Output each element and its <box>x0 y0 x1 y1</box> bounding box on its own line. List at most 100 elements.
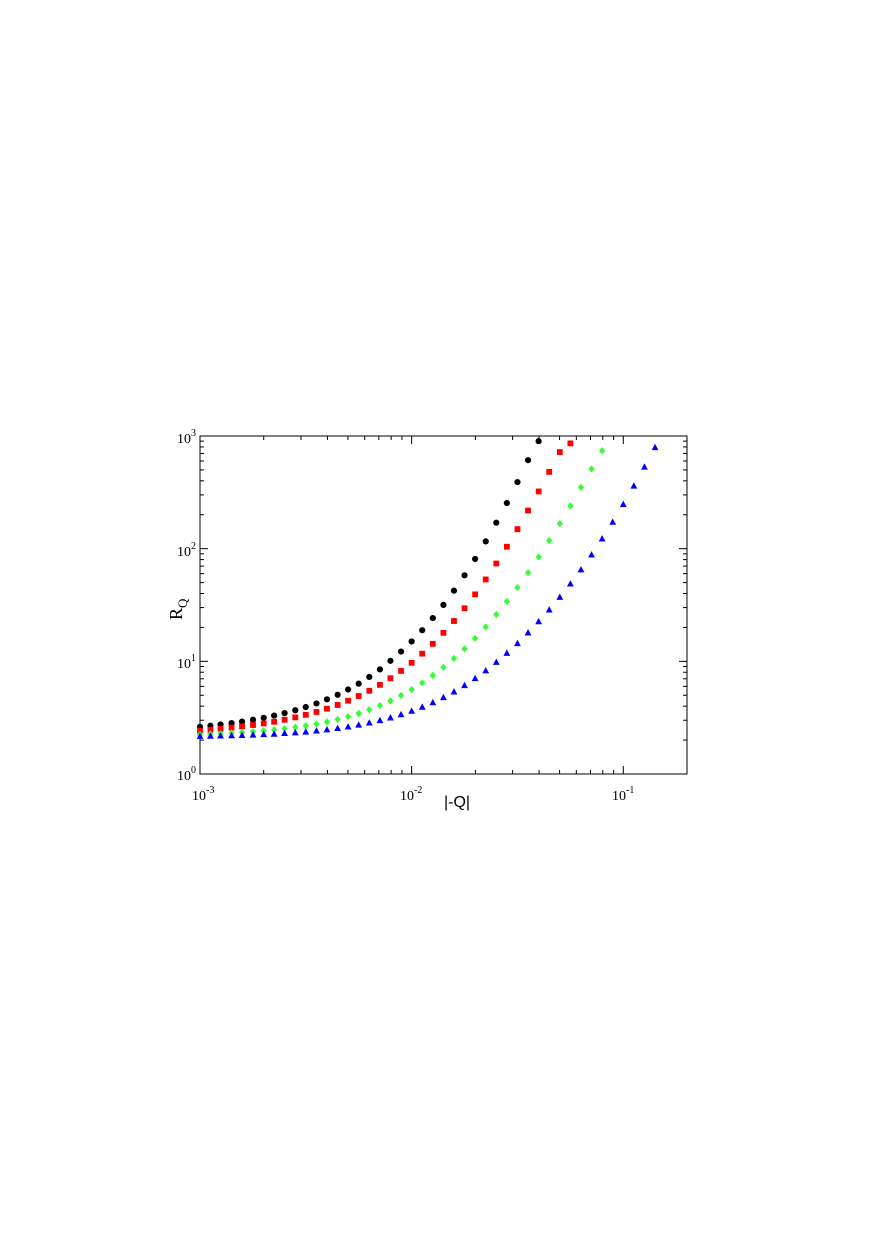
series-1-point <box>535 438 542 445</box>
series-3-point <box>577 483 585 491</box>
series-2-point <box>377 681 383 688</box>
series-4-point <box>408 707 416 714</box>
series-4-point <box>365 719 373 726</box>
series-4-point <box>344 723 352 730</box>
series-4-point <box>535 617 543 625</box>
series-4-point <box>492 658 500 665</box>
series-3-point <box>408 685 415 694</box>
series-2-point <box>482 576 489 583</box>
series-4-point <box>217 732 224 739</box>
series-4-point <box>450 688 458 695</box>
series-3-point <box>387 697 394 705</box>
series-3-point <box>334 715 341 724</box>
series-1-point <box>450 587 458 594</box>
series-4-point <box>313 727 320 734</box>
series-4-point <box>429 698 437 706</box>
series-3-point <box>292 723 299 731</box>
series-4-point <box>524 629 532 636</box>
series-2-point <box>419 650 426 657</box>
series-4-point <box>566 580 574 587</box>
series-3-point <box>524 569 532 577</box>
minor-ticks <box>200 436 688 774</box>
series-1-point <box>419 627 426 634</box>
series-1-point <box>228 719 235 727</box>
series-4-point <box>588 551 595 558</box>
series-2-point <box>324 705 330 712</box>
series-3-point <box>376 701 384 710</box>
series-3-point <box>461 645 468 653</box>
series-3-point <box>567 502 574 510</box>
x-axis-title: |-Q| <box>444 794 470 811</box>
series-1-point <box>461 572 468 579</box>
series-4-point <box>270 730 278 737</box>
series-2-point <box>535 488 542 495</box>
series-1-point <box>355 680 362 687</box>
series-3-point <box>397 691 405 700</box>
series-2-point <box>281 716 288 723</box>
series-2-point <box>239 723 245 730</box>
series-3-point <box>313 720 320 728</box>
series-2-point <box>207 726 214 733</box>
series-4-point <box>260 730 268 738</box>
series-1-point <box>260 714 267 721</box>
series-4-point <box>323 725 331 733</box>
x-tick-label: 10-1 <box>612 785 634 804</box>
series-2-point <box>567 440 574 447</box>
series-4-point <box>387 714 394 721</box>
series-2-point <box>514 526 521 533</box>
series-2-point <box>271 718 278 725</box>
series-2-point <box>302 711 309 718</box>
series-4-point <box>630 482 638 489</box>
series-1-point <box>271 712 278 719</box>
y-axis-title: RQ <box>166 598 190 620</box>
series-1-point <box>472 555 479 563</box>
series-1-point <box>334 691 341 698</box>
series-4-point <box>471 674 479 682</box>
series-3-point <box>323 718 331 726</box>
series-1-point <box>482 538 489 545</box>
series-4-point <box>641 463 648 470</box>
series-3-point <box>503 597 511 606</box>
series-1-point <box>313 700 320 707</box>
series-3-point <box>471 634 479 642</box>
y-tick-label: 102 <box>177 541 196 560</box>
series-3-point <box>281 724 288 733</box>
series-2-point <box>408 659 415 666</box>
series-1-point <box>514 478 521 486</box>
series-2-point <box>451 618 457 624</box>
series-2-point <box>440 629 447 636</box>
series-4-point <box>619 500 627 508</box>
series-1-point <box>323 696 331 703</box>
series-1-point <box>524 457 532 464</box>
series-3-point <box>366 706 373 714</box>
series-4-point <box>598 535 606 542</box>
series-1-point <box>281 710 288 717</box>
series-3-point <box>493 610 500 619</box>
series-4-point <box>418 703 426 710</box>
major-ticks <box>199 435 687 775</box>
series-2-point <box>493 560 500 567</box>
series-1-point <box>429 614 436 622</box>
series-4-point <box>376 716 384 724</box>
series-4-point <box>228 731 235 739</box>
series-2-point <box>556 449 563 455</box>
series-4-point <box>207 732 214 739</box>
series-3-point <box>482 623 489 631</box>
series-1-point <box>397 648 405 655</box>
series-4-point <box>651 443 659 451</box>
series-1-point <box>493 519 500 526</box>
y-tick-label: 101 <box>177 653 196 672</box>
series-1-point <box>238 718 246 725</box>
series-2-point <box>461 605 468 612</box>
series-2-point <box>260 720 267 727</box>
series-2-point <box>387 675 394 682</box>
y-tick-label: 103 <box>177 428 196 447</box>
series-1-point <box>376 666 384 673</box>
series-4-point <box>355 721 363 728</box>
series-2-point <box>429 640 436 647</box>
series-2-point <box>472 591 479 598</box>
series-4-point <box>556 593 564 600</box>
series-4-point <box>482 666 490 674</box>
series-3-point <box>514 583 521 592</box>
